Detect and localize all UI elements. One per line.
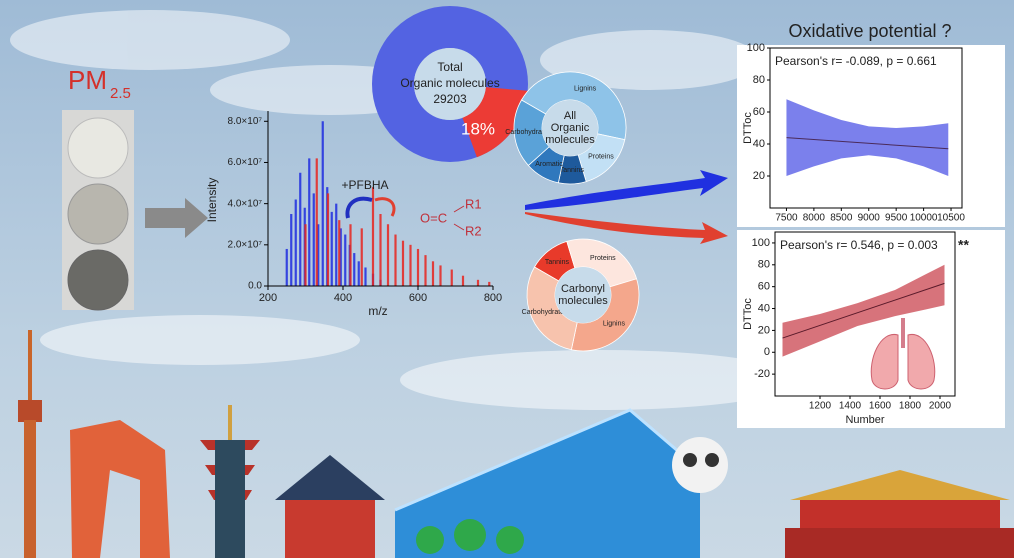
donut-hole xyxy=(414,48,486,120)
x-axis-label: m/z xyxy=(368,304,387,318)
x-tick-label: 1600 xyxy=(869,401,892,412)
op-title: Oxidative potential ? xyxy=(788,21,951,41)
arrow-gray xyxy=(145,198,208,238)
fit-line xyxy=(782,282,945,339)
donut-segment xyxy=(462,87,528,158)
y-tick-label: 6.0×10⁷ xyxy=(228,157,263,168)
structure-bonds xyxy=(453,205,465,231)
pm-label: PM xyxy=(68,65,107,95)
significance-mark: ** xyxy=(958,237,969,253)
donut-center-label: Total xyxy=(437,60,462,74)
x-tick-label: 9500 xyxy=(885,213,908,224)
arrow-red xyxy=(525,212,728,244)
x-tick-label: 2000 xyxy=(929,401,952,412)
lungs xyxy=(870,318,936,390)
plot-panel xyxy=(737,230,1005,428)
x-tick-label: 1400 xyxy=(839,401,862,412)
donut-center-label: Organic xyxy=(551,122,590,134)
y-tick-label: 60 xyxy=(758,281,770,293)
x-tick-label: 200 xyxy=(259,292,277,304)
y-tick-label: 60 xyxy=(753,106,765,118)
confidence-band xyxy=(786,99,949,176)
y-tick-label: 100 xyxy=(752,237,770,249)
x-tick-label: 7500 xyxy=(775,213,798,224)
y-tick-label: 0.0 xyxy=(248,281,262,292)
x-tick-label: 9000 xyxy=(858,213,881,224)
y-tick-label: 8.0×10⁷ xyxy=(228,116,263,127)
correlation-annotation: Pearson's r= -0.089, p = 0.661 xyxy=(775,54,937,68)
donut-center-label: Organic molecules xyxy=(400,76,499,90)
donut-center-label: molecules xyxy=(558,295,608,307)
x-tick-label: 1800 xyxy=(899,401,922,412)
pm-subscript: 2.5 xyxy=(110,85,131,102)
filter-clean xyxy=(67,117,129,179)
segment-label: Tannins xyxy=(545,259,570,266)
y-tick-label: 100 xyxy=(747,42,765,54)
x-axis-label: Number xyxy=(845,414,884,426)
filter-medium xyxy=(67,183,129,245)
x-tick-label: 800 xyxy=(484,292,502,304)
y-tick-label: 20 xyxy=(753,170,765,182)
segment-label: Tannins xyxy=(560,167,585,174)
segment-label: Lignins xyxy=(603,320,626,327)
filter-dark xyxy=(67,249,129,311)
structure-core: O=C xyxy=(420,210,447,225)
y-tick-label: -20 xyxy=(754,368,770,380)
segment-label: Proteins xyxy=(590,255,616,262)
reaction-arrow-blue xyxy=(345,196,373,219)
plot-frame xyxy=(769,47,963,209)
correlation-annotation: Pearson's r= 0.546, p = 0.003 xyxy=(780,238,938,252)
segment-label: Carbohydrates xyxy=(505,129,551,136)
donut-hole xyxy=(542,100,598,156)
structure-r1: R1 xyxy=(465,196,482,211)
structure-r2: R2 xyxy=(465,223,482,238)
x-tick-label: 600 xyxy=(409,292,427,304)
donut-center-label: molecules xyxy=(545,134,595,146)
arrow-blue xyxy=(525,170,728,210)
y-tick-label: 80 xyxy=(758,259,770,271)
x-tick-label: 8000 xyxy=(803,213,826,224)
reaction-arrow-red xyxy=(374,197,396,217)
x-tick-label: 10500 xyxy=(937,213,965,224)
segment-label: Lignins xyxy=(574,86,597,93)
y-axis-label: Intensity xyxy=(205,178,219,223)
y-axis-label: DTToc xyxy=(742,112,754,144)
x-tick-label: 400 xyxy=(334,292,352,304)
share-label: 18% xyxy=(461,119,495,138)
x-tick-label: 10000 xyxy=(910,213,938,224)
y-axis-label: DTToc xyxy=(742,298,754,330)
donut-hole xyxy=(555,267,611,323)
skyline xyxy=(18,330,1014,558)
reagent-label: +PFBHA xyxy=(341,178,388,192)
segment-label: Aromatic xyxy=(535,161,563,168)
x-tick-label: 8500 xyxy=(830,213,853,224)
y-tick-label: 2.0×10⁷ xyxy=(228,239,263,250)
y-tick-label: 0 xyxy=(764,346,770,358)
donut-center-label: All xyxy=(564,110,576,122)
donut-center-label: Carbonyl xyxy=(561,283,605,295)
y-tick-label: 40 xyxy=(753,138,765,150)
segment-label: Proteins xyxy=(588,153,614,160)
x-tick-label: 1200 xyxy=(809,401,832,412)
plot-frame xyxy=(774,231,956,397)
donut-ring xyxy=(372,6,528,162)
y-tick-label: 20 xyxy=(758,324,770,336)
segment-label: Carbohydrates xyxy=(522,309,568,316)
y-tick-label: 80 xyxy=(753,74,765,86)
y-tick-label: 40 xyxy=(758,302,770,314)
fit-line xyxy=(786,137,949,150)
y-tick-label: 4.0×10⁷ xyxy=(228,198,263,209)
donut-center-count: 29203 xyxy=(433,92,467,106)
